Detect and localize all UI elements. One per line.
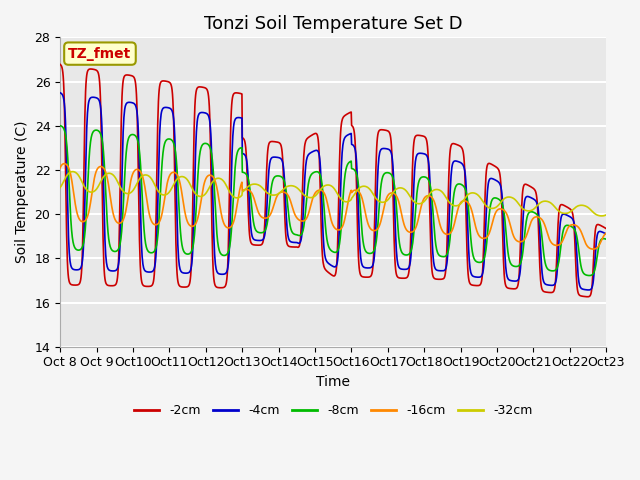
- Title: Tonzi Soil Temperature Set D: Tonzi Soil Temperature Set D: [204, 15, 463, 33]
- X-axis label: Time: Time: [316, 375, 350, 389]
- Text: TZ_fmet: TZ_fmet: [68, 47, 132, 60]
- Legend: -2cm, -4cm, -8cm, -16cm, -32cm: -2cm, -4cm, -8cm, -16cm, -32cm: [129, 399, 538, 422]
- Y-axis label: Soil Temperature (C): Soil Temperature (C): [15, 121, 29, 263]
